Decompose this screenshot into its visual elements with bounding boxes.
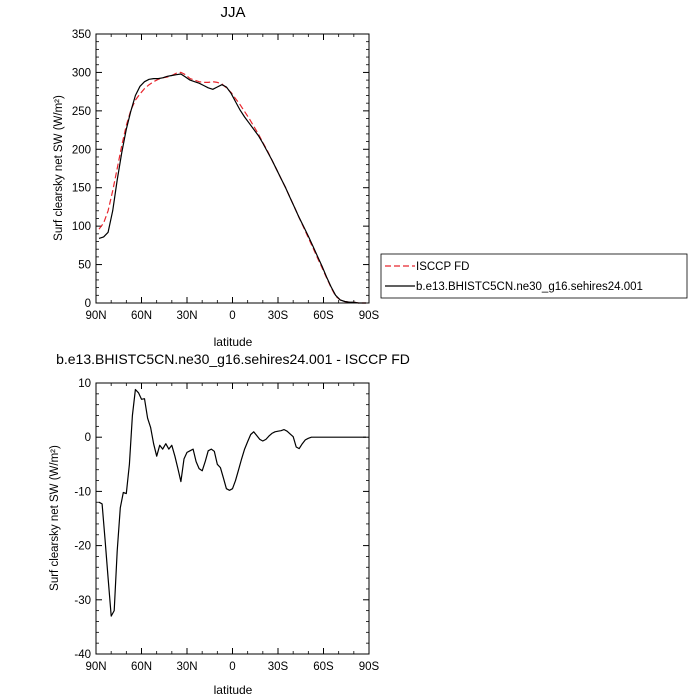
top-chart-y-tick-label: 300 [72,67,91,79]
top-chart-x-tick-label: 30N [176,310,197,322]
top-chart-y-tick-label: 200 [72,144,91,156]
top-chart-x-tick-label: 60S [313,310,334,322]
bottom-chart-y-tick-label: -20 [74,541,91,553]
legend: ISCCP FD b.e13.BHISTC5CN.ne30_g16.sehire… [380,253,688,299]
bottom-chart-x-tick-label: 0 [229,661,235,673]
top-chart-x-tick-label: 60N [131,310,152,322]
legend-label-model: b.e13.BHISTC5CN.ne30_g16.sehires24.001 [416,281,643,293]
top-chart-x-tick-label: 90S [359,310,380,322]
bottom-chart-y-axis-label: Surf clearsky net SW (W/m²) [49,445,61,591]
top-chart-ticks: 90N 60N 30N 0 30S 60S 90S 0 50 100 150 200 250 300 350 [72,29,380,322]
top-chart: JJA Surf clearsky net SW (W/m²) latitude… [53,4,380,349]
top-chart-y-tick-label: 350 [72,29,91,41]
top-chart-series-line-1 [98,71,366,304]
top-chart-frame [95,33,370,304]
bottom-chart-y-tick-label: 10 [78,378,91,390]
top-chart-x-tick-label: 30S [268,310,289,322]
bottom-chart-x-tick-label: 60S [313,661,334,673]
top-chart-y-tick-label: 0 [85,298,91,310]
top-chart-title: JJA [220,4,245,21]
top-chart-x-tick-label: 0 [229,310,235,322]
bottom-chart-x-tick-label: 90S [359,661,380,673]
bottom-chart-y-tick-label: -10 [74,486,91,498]
bottom-chart-y-tick-label: -40 [74,649,91,661]
bottom-chart: b.e13.BHISTC5CN.ne30_g16.sehires24.001 -… [49,351,410,697]
bottom-chart-y-tick-label: -30 [74,595,91,607]
bottom-chart-frame [95,382,370,655]
top-chart-y-axis-label: Surf clearsky net SW (W/m²) [53,95,65,241]
legend-label-isccp: ISCCP FD [416,261,469,273]
bottom-chart-x-tick-label: 90N [85,661,106,673]
legend-box [380,253,688,299]
top-chart-series [98,71,366,304]
top-chart-y-tick-label: 150 [72,183,91,195]
bottom-chart-y-tick-label: 0 [85,432,91,444]
bottom-chart-ticks: 90N 60N 30N 0 30S 60S 90S -40 -30 -20 -10 0 10 [74,378,379,673]
bottom-chart-series [98,388,366,617]
top-chart-x-tick-label: 90N [85,310,106,322]
bottom-chart-series-line-1 [98,388,366,617]
bottom-chart-x-axis-label: latitude [214,683,253,697]
bottom-chart-x-tick-label: 30N [176,661,197,673]
bottom-chart-x-tick-label: 60N [131,661,152,673]
top-chart-x-axis-label: latitude [214,335,253,349]
bottom-chart-x-tick-label: 30S [268,661,289,673]
top-chart-y-tick-label: 250 [72,106,91,118]
bottom-chart-title: b.e13.BHISTC5CN.ne30_g16.sehires24.001 -… [56,351,410,367]
top-chart-y-tick-label: 50 [78,260,91,272]
top-chart-series-line-2 [98,73,366,304]
top-chart-y-tick-label: 100 [72,221,91,233]
